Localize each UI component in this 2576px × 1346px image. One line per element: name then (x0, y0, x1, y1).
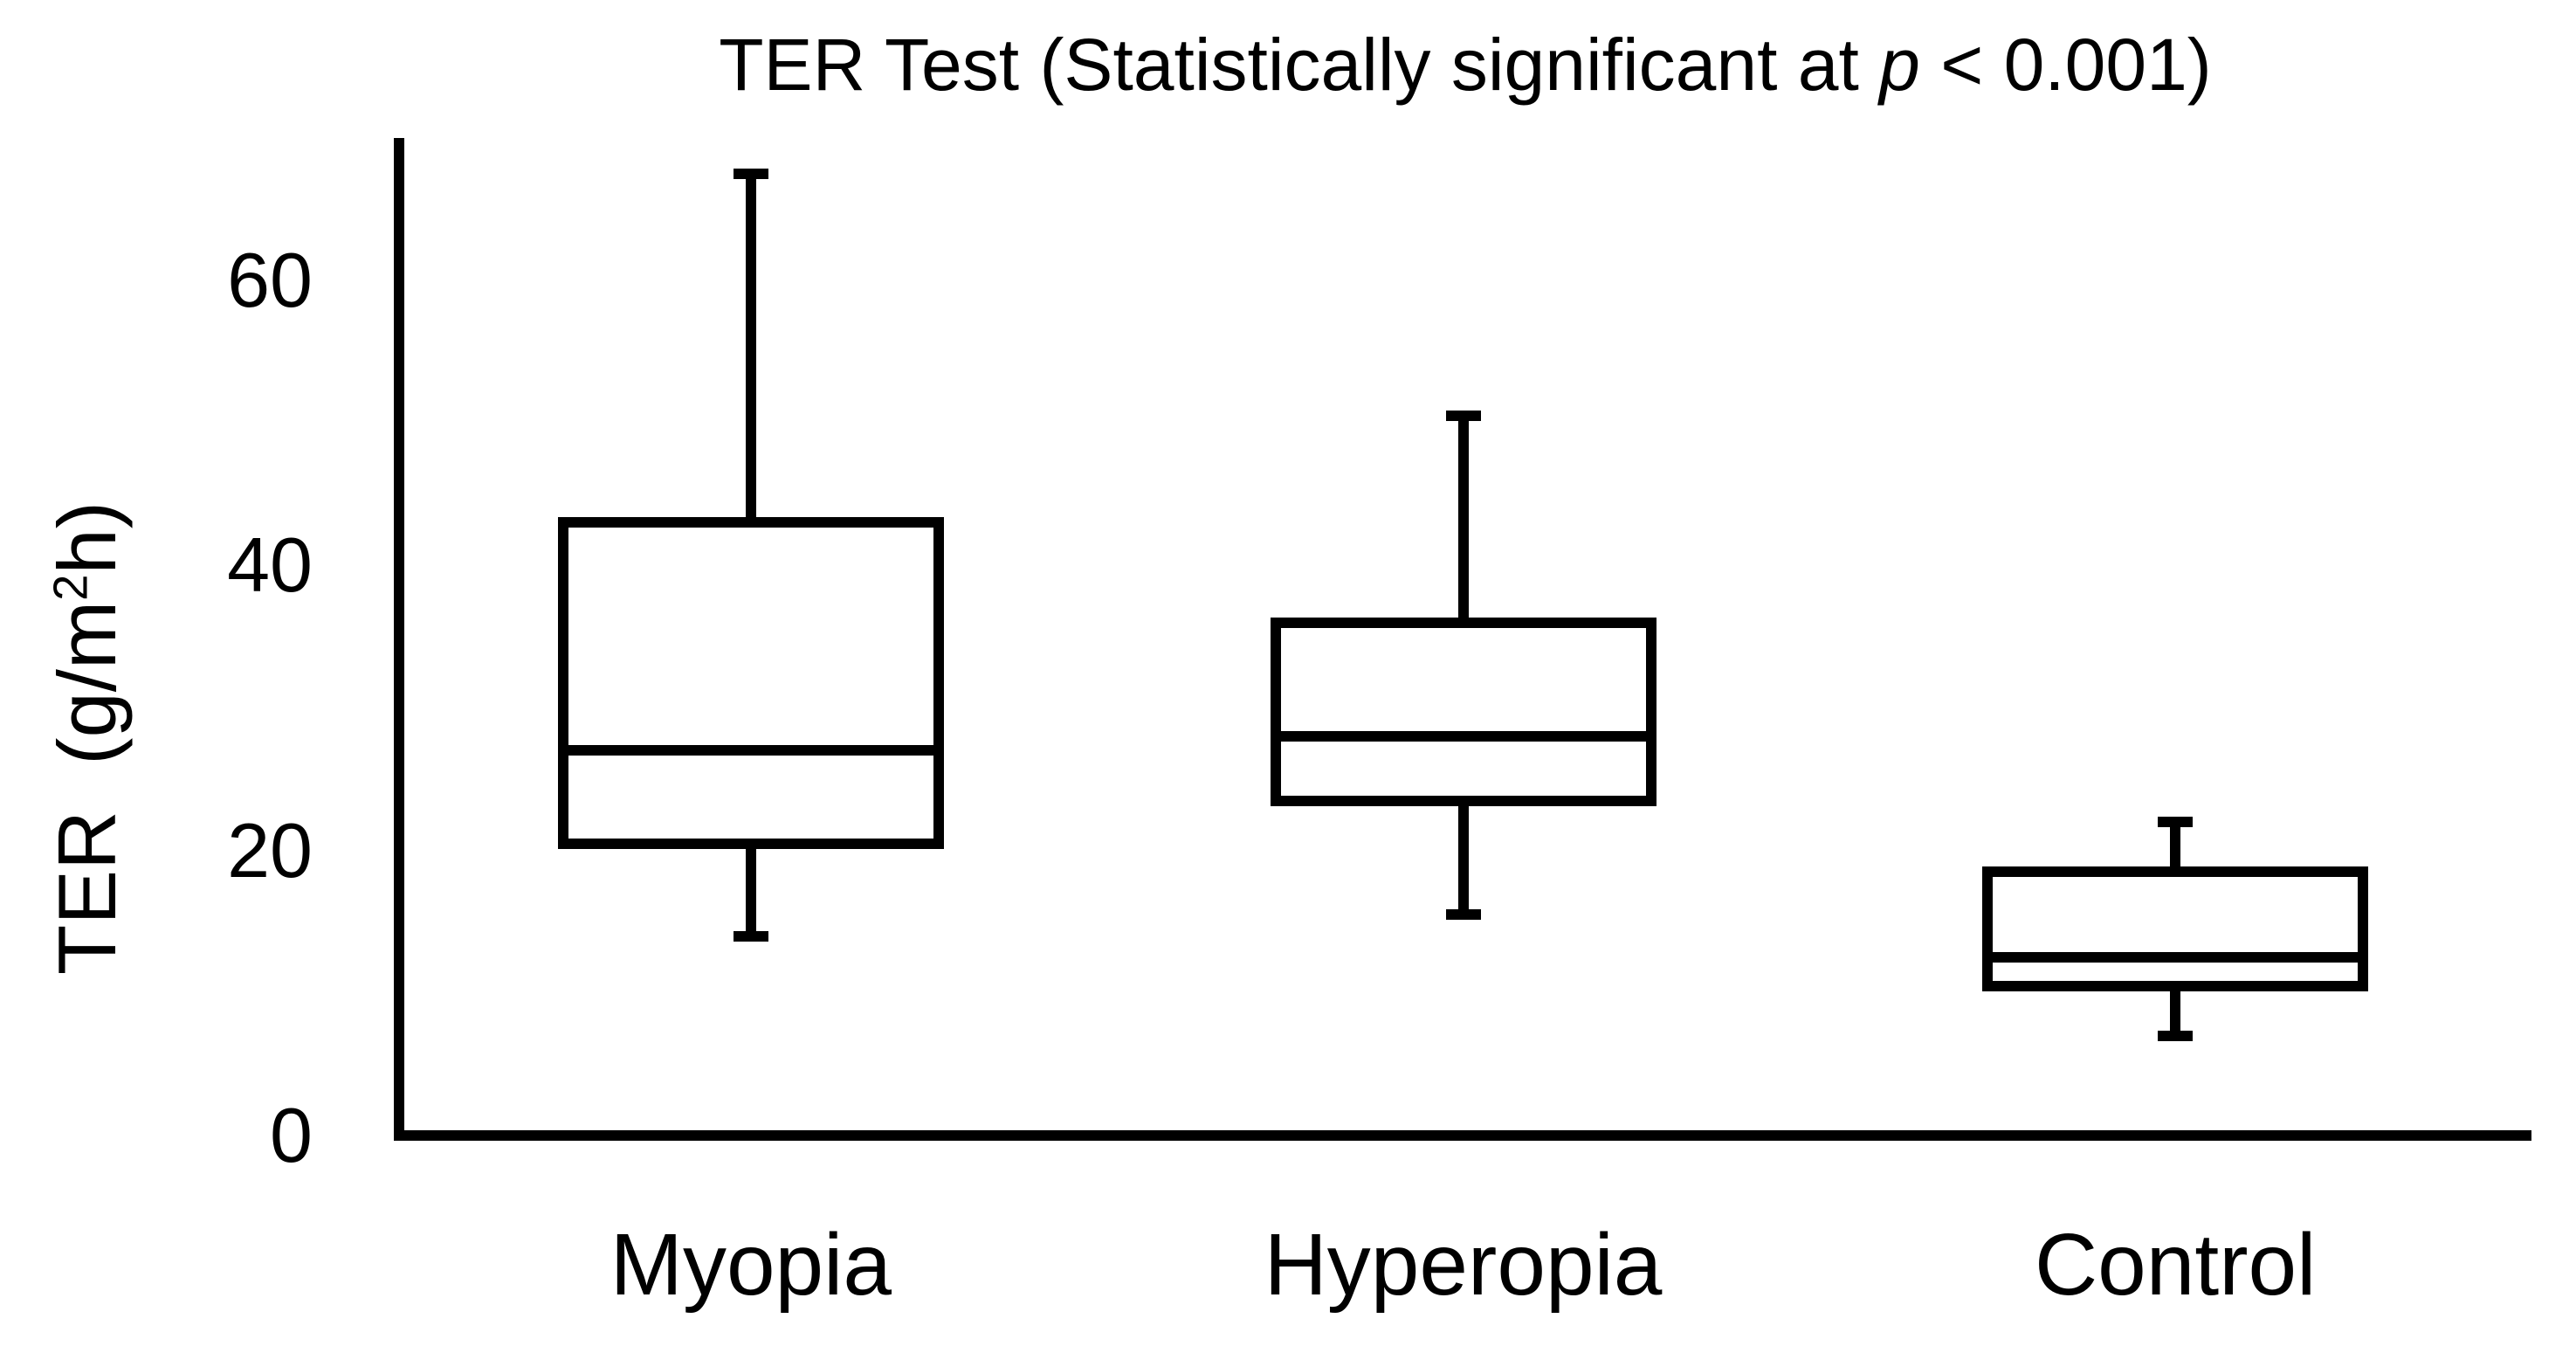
chart-title-text: TER Test (Statistically significant at (719, 24, 1880, 106)
x-axis-line (394, 1130, 2531, 1141)
x-category-label: Control (2034, 1216, 2317, 1314)
whisker-lower-stem (1457, 800, 1469, 915)
median-line (562, 745, 939, 756)
whisker-upper-cap (1445, 411, 1481, 421)
y-axis-line (394, 138, 404, 1141)
whisker-upper-cap (2158, 817, 2194, 828)
y-tick-label: 40 (227, 521, 313, 609)
whisker-lower-cap (733, 930, 768, 942)
iqr-box (1270, 617, 1656, 806)
chart-title-text-suffix: < 0.001) (1919, 24, 2212, 106)
x-category-label: Hyperopia (1264, 1216, 1663, 1314)
median-line (1275, 731, 1651, 742)
whisker-upper-stem (745, 173, 756, 523)
whisker-lower-cap (1445, 909, 1481, 921)
whisker-upper-cap (733, 168, 768, 179)
chart-title: TER Test (Statistically significant at p… (719, 23, 2212, 107)
y-tick-label: 60 (227, 237, 313, 323)
iqr-box (1982, 866, 2369, 991)
x-category-label: Myopia (610, 1216, 892, 1314)
whisker-lower-stem (2170, 985, 2181, 1036)
iqr-box (557, 517, 944, 849)
whisker-upper-stem (2170, 822, 2181, 873)
y-tick-label: 0 (270, 1092, 313, 1178)
y-tick-label: 20 (227, 806, 313, 894)
median-line (1987, 952, 2364, 963)
whisker-lower-cap (2158, 1030, 2194, 1041)
chart-title-pvalue-symbol: p (1879, 24, 1920, 106)
whisker-upper-stem (1457, 416, 1469, 623)
whisker-lower-stem (745, 843, 756, 936)
y-axis-label-text: TER (g/m (41, 600, 133, 976)
